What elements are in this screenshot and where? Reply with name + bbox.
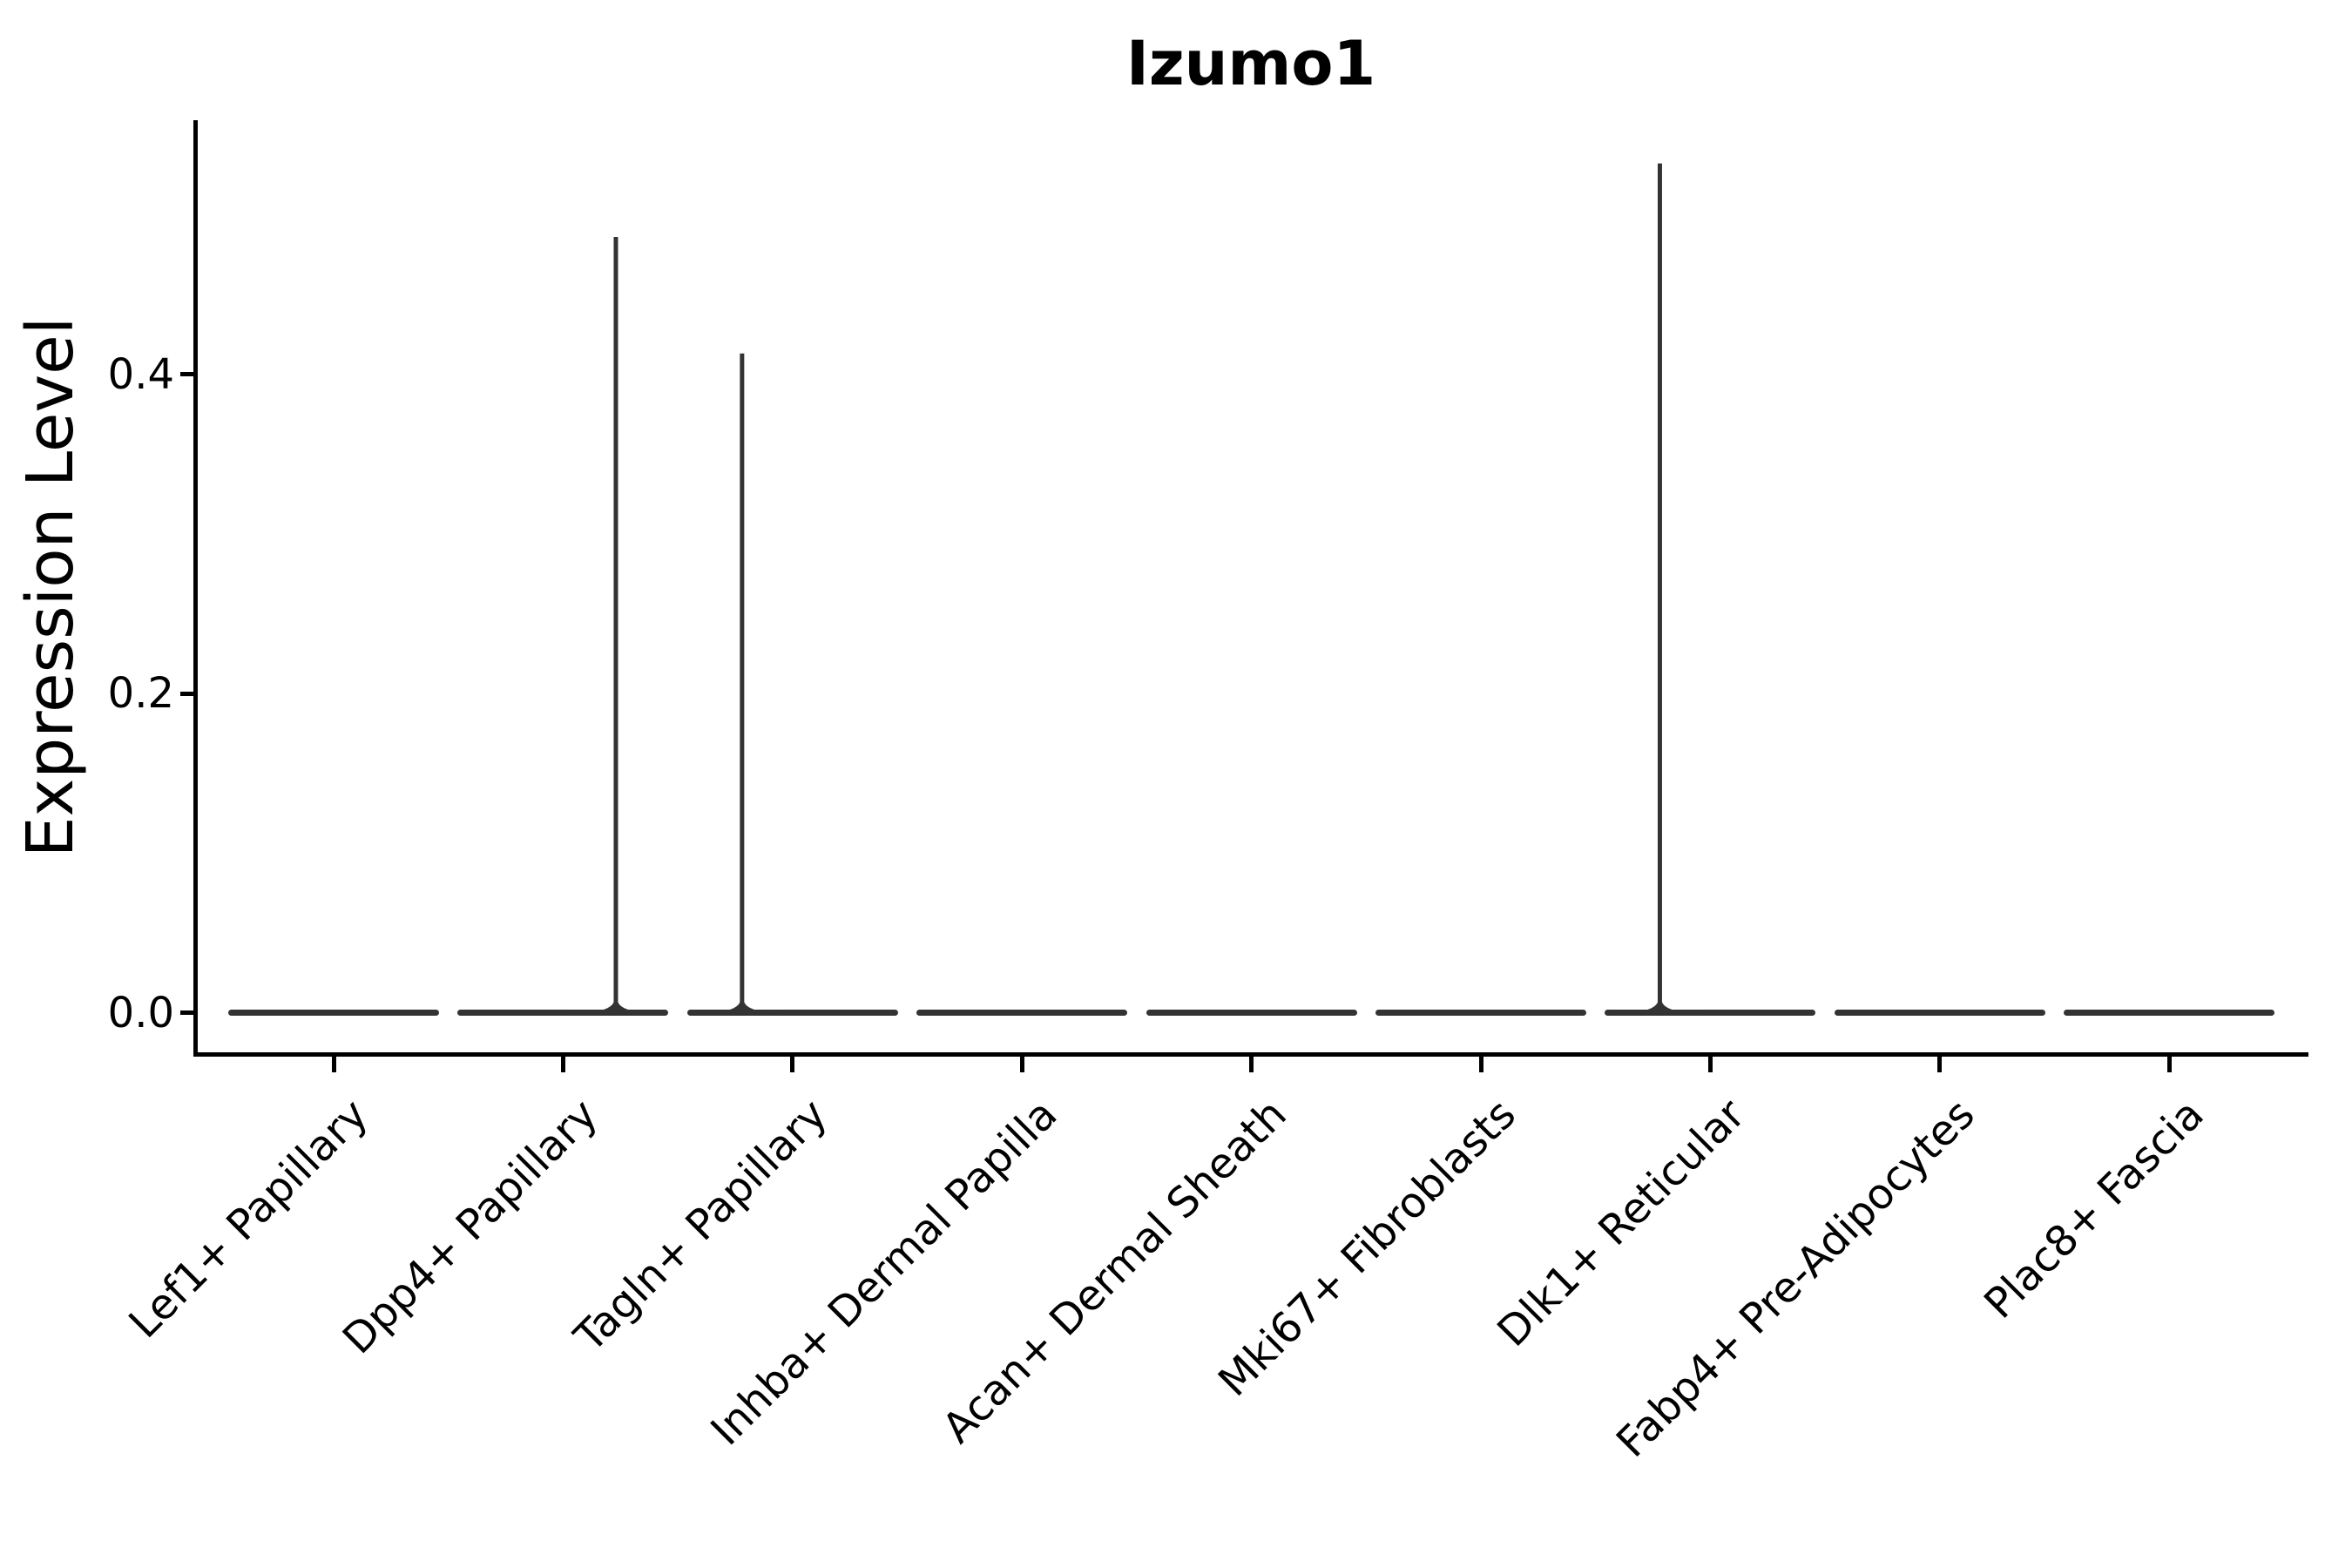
x-tick-mark: [1249, 1057, 1254, 1072]
violin-body: [686, 1010, 898, 1017]
violin-spike: [700, 353, 784, 1014]
x-axis-label: Plac8+ Fascia: [1975, 1090, 2213, 1328]
y-axis-spine: [193, 120, 198, 1057]
y-tick-label: 0.0: [107, 988, 174, 1037]
x-axis-label: Dlk1+ Reticular: [1488, 1090, 1755, 1356]
x-tick-mark: [790, 1057, 795, 1072]
x-axis-label: Dpp4+ Papillary: [334, 1090, 608, 1364]
violin-spike: [573, 236, 658, 1014]
violin-spike: [1618, 163, 1702, 1014]
violin-body: [1146, 1010, 1357, 1017]
x-axis-label: Lef1+ Papillary: [119, 1090, 378, 1348]
x-tick-mark: [1019, 1057, 1024, 1072]
violin-body: [2064, 1010, 2275, 1017]
violin-body: [1605, 1010, 1816, 1017]
x-tick-mark: [560, 1057, 565, 1072]
y-tick-mark: [180, 691, 193, 696]
x-axis-spine: [193, 1052, 2308, 1057]
violin-body: [228, 1010, 439, 1017]
y-tick-label: 0.2: [107, 669, 174, 719]
x-tick-mark: [331, 1057, 336, 1072]
y-tick-mark: [180, 1010, 193, 1016]
y-tick-mark: [180, 372, 193, 377]
violin-body: [457, 1010, 669, 1017]
x-tick-mark: [1937, 1057, 1943, 1072]
violin-body: [1375, 1010, 1586, 1017]
plot-title: Izumo1: [1125, 28, 1376, 99]
violin-body: [916, 1010, 1128, 1017]
x-tick-mark: [1478, 1057, 1484, 1072]
x-axis-label: Tagln+ Papillary: [564, 1090, 837, 1362]
y-axis-title: Expression Level: [13, 316, 88, 858]
x-tick-mark: [1707, 1057, 1713, 1072]
violin-body: [1834, 1010, 2045, 1017]
x-tick-mark: [2166, 1057, 2172, 1072]
y-tick-label: 0.4: [107, 349, 174, 399]
